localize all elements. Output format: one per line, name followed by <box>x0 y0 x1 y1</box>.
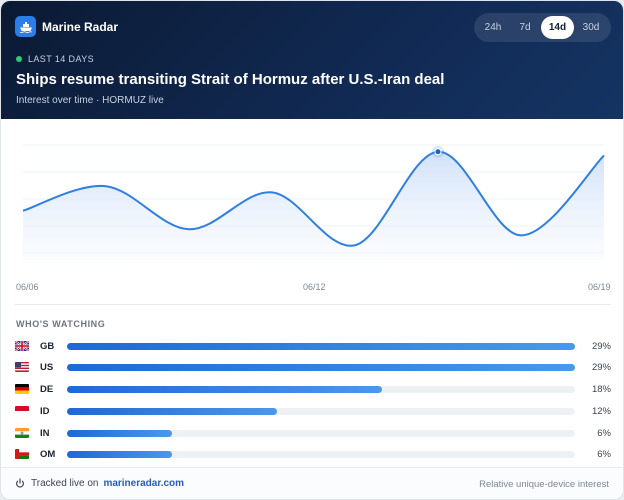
peak-point <box>434 148 442 156</box>
country-code: GB <box>40 340 55 352</box>
share-bar-track <box>67 429 575 437</box>
x-tick-end: 06/19 <box>588 282 611 292</box>
footer-tracked: Tracked live on marineradar.com <box>15 478 184 489</box>
country-code: IN <box>40 427 50 439</box>
share-percent: 29% <box>591 361 611 373</box>
live-label: LAST 14 DAYS <box>28 54 94 64</box>
share-bar-fill <box>67 429 173 437</box>
share-bar-track <box>67 407 575 415</box>
country-row-gb: GB 29% <box>15 339 611 353</box>
page-subtitle: Interest over time · HORMUZ live <box>16 95 164 106</box>
range-24h-button[interactable]: 24h <box>484 22 502 33</box>
footer-note: Relative unique-device interest <box>479 479 609 490</box>
country-row-om: OM 6% <box>15 447 611 461</box>
country-row-id: ID 12% <box>15 404 611 418</box>
footer: Tracked live on marineradar.com Relative… <box>1 467 623 499</box>
page-title: Ships resume transiting Strait of Hormuz… <box>16 71 445 88</box>
share-bar-track <box>67 385 575 393</box>
power-icon <box>16 478 24 488</box>
country-code: OM <box>40 448 56 460</box>
share-bar-fill <box>67 450 173 458</box>
in-flag-icon <box>15 428 29 438</box>
footer-tracked-label: Tracked live on <box>31 478 99 489</box>
share-bar-track <box>67 450 575 458</box>
share-bar-fill <box>67 363 575 371</box>
gb-flag-icon <box>15 341 29 351</box>
chart-peak-marker <box>432 145 444 158</box>
share-bar-fill <box>67 342 575 350</box>
x-tick-start: 06/06 <box>16 282 39 292</box>
share-percent: 29% <box>591 340 611 352</box>
range-30d-button[interactable]: 30d <box>582 22 600 33</box>
id-flag-icon <box>15 406 29 416</box>
ship-icon <box>15 16 36 37</box>
share-percent: 6% <box>597 448 611 460</box>
share-bar-fill <box>67 385 383 393</box>
chart-line <box>22 150 605 247</box>
om-flag-icon <box>15 449 29 459</box>
country-row-de: DE 18% <box>15 382 611 396</box>
country-row-us: US 29% <box>15 360 611 374</box>
share-bar-fill <box>67 407 278 415</box>
share-percent: 18% <box>591 383 611 395</box>
interest-chart <box>22 144 605 260</box>
country-code: ID <box>40 405 50 417</box>
live-indicator: LAST 14 DAYS <box>16 54 94 64</box>
time-range-selector: 24h 7d 14d 30d <box>474 13 611 42</box>
us-flag-icon <box>15 362 29 372</box>
de-flag-icon <box>15 384 29 394</box>
divider <box>15 304 611 305</box>
watching-title: WHO'S WATCHING <box>16 319 106 329</box>
share-percent: 12% <box>591 405 611 417</box>
chart-area <box>23 151 604 260</box>
country-row-in: IN 6% <box>15 426 611 440</box>
site-link[interactable]: marineradar.com <box>103 478 185 489</box>
share-bar-track <box>67 342 575 350</box>
share-percent: 6% <box>597 427 611 439</box>
live-dot-icon <box>16 56 22 62</box>
range-7d-button[interactable]: 7d <box>519 22 531 33</box>
country-code: US <box>40 361 54 373</box>
x-tick-mid: 06/12 <box>303 282 326 292</box>
range-14d-button[interactable]: 14d <box>541 16 574 39</box>
country-code: DE <box>40 383 54 395</box>
share-bar-track <box>67 363 575 371</box>
header: Marine Radar 24h 7d 14d 30d LAST 14 DAYS… <box>1 1 623 119</box>
app-name: Marine Radar <box>42 20 119 34</box>
